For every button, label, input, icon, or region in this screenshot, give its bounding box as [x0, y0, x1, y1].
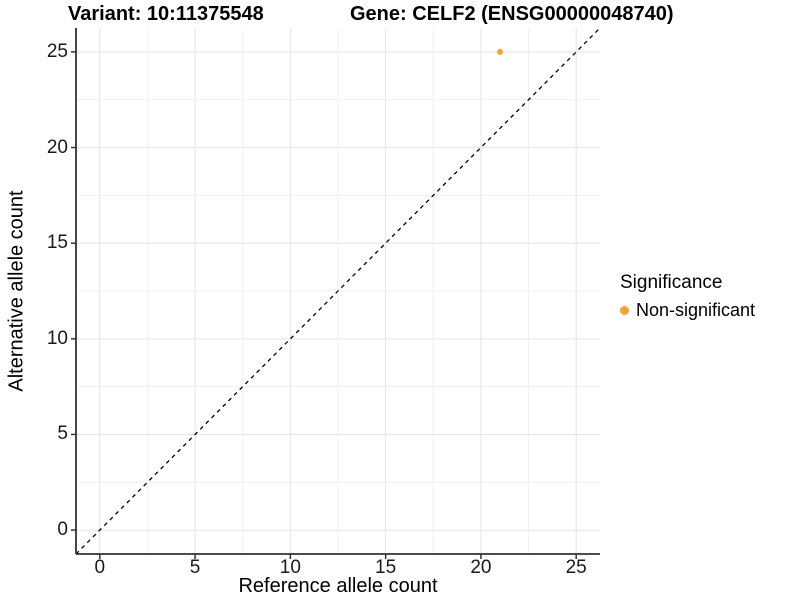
plot-title-gene: Gene: CELF2 (ENSG00000048740) — [350, 3, 674, 25]
y-tick-label: 25 — [46, 40, 68, 62]
x-tick-label: 0 — [94, 557, 106, 578]
x-tick-label: 5 — [189, 557, 201, 578]
y-axis-label: Alternative allele count — [5, 190, 28, 392]
y-tick-label: 20 — [46, 136, 68, 158]
data-point — [496, 48, 503, 55]
legend: Significance Non-significant — [620, 272, 755, 321]
x-tick-label: 25 — [565, 557, 587, 578]
legend-title: Significance — [620, 272, 723, 293]
y-tick-label: 0 — [57, 519, 68, 541]
x-tick-label: 20 — [470, 557, 492, 578]
x-tick-label: 15 — [375, 557, 397, 578]
x-tick-label: 10 — [279, 557, 301, 578]
y-tick-label: 5 — [57, 423, 68, 445]
plot-title-variant: Variant: 10:11375548 — [68, 3, 264, 25]
legend-item: Non-significant — [620, 300, 755, 321]
legend-marker-icon — [620, 306, 629, 315]
legend-item-label: Non-significant — [636, 300, 756, 320]
x-axis-label: Reference allele count — [238, 575, 438, 597]
identity-line — [75, 27, 601, 555]
y-tick-label: 15 — [46, 232, 68, 254]
y-tick-label: 10 — [46, 327, 68, 349]
